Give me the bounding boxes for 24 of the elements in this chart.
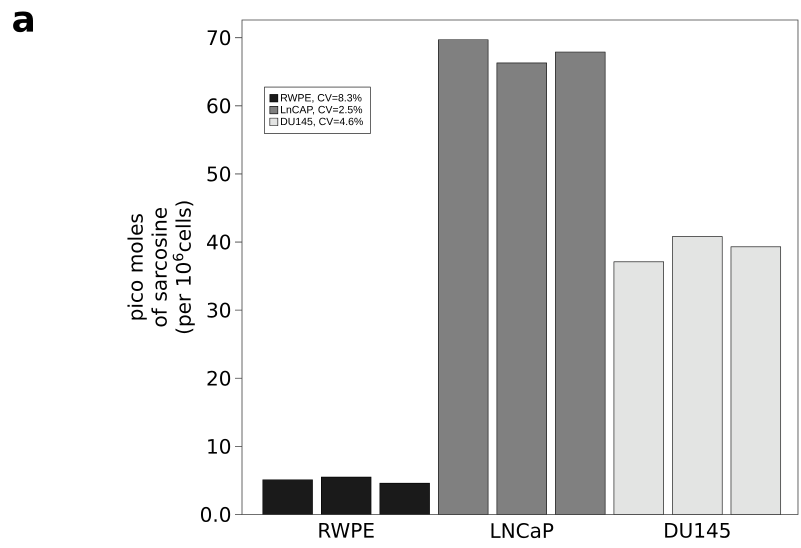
y-tick-label: 70 xyxy=(208,30,230,46)
bar xyxy=(262,480,313,514)
bar xyxy=(496,62,547,514)
bar xyxy=(672,236,722,514)
legend-label: RWPE, CV=8.3% xyxy=(281,94,362,103)
y-tick-label: 10 xyxy=(208,438,230,454)
bar xyxy=(555,52,606,514)
y-tick-label: 0.0 xyxy=(200,506,230,522)
legend-label: LnCAP, CV=2.5% xyxy=(281,106,362,115)
x-tick-label: DU145 xyxy=(665,523,730,538)
bar xyxy=(614,261,664,514)
y-tick-label: 30 xyxy=(208,302,230,318)
y-tick-label: 20 xyxy=(207,370,230,386)
x-tick-label: RWPE xyxy=(319,523,374,538)
bar xyxy=(321,477,372,514)
y-tick-label: 40 xyxy=(206,234,230,250)
bar xyxy=(380,482,430,514)
y-tick-label: 50 xyxy=(208,166,230,182)
bar xyxy=(438,39,488,514)
legend-label: DU145, CV=4.6% xyxy=(281,118,363,126)
bar xyxy=(730,246,782,514)
y-tick-label: 60 xyxy=(207,98,230,114)
x-tick-label: LNCaP xyxy=(492,523,554,538)
text: a xyxy=(13,12,33,32)
